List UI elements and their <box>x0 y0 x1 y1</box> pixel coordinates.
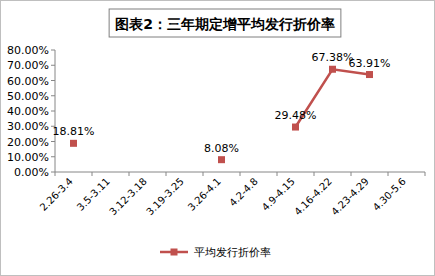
x-tick-label: 4.2-4.8 <box>227 176 260 209</box>
data-label: 63.91% <box>349 57 391 70</box>
y-tick-label: 60.00% <box>7 75 49 88</box>
x-tick-label: 4.9-4.15 <box>260 176 297 213</box>
chart: 图表2：三年期定增平均发行折价率 0.00% 10.00% 20.00% 30.00% 4… <box>0 0 435 276</box>
chart-frame <box>1 1 435 276</box>
y-tick-label: 30.00% <box>7 120 49 133</box>
data-label: 67.38% <box>312 51 354 64</box>
y-tick <box>51 50 55 51</box>
marker <box>292 124 299 131</box>
x-tick <box>277 172 278 176</box>
x-tick <box>240 172 241 176</box>
data-label: 8.08% <box>204 142 239 155</box>
data-label: 29.48% <box>275 109 317 122</box>
x-tick-label: 3.26-4.1 <box>186 176 223 213</box>
data-label: 18.81% <box>53 125 95 138</box>
marker <box>70 140 77 147</box>
title: 图表2：三年期定增平均发行折价率 <box>115 16 335 32</box>
x-tick <box>351 172 352 176</box>
x-tick-label: 2.26-3.4 <box>38 176 75 213</box>
marker <box>329 66 336 73</box>
x-tick-label: 3.5-3.11 <box>75 176 112 213</box>
y-tick <box>51 156 55 157</box>
legend-label: 平均发行折价率 <box>194 246 271 259</box>
x-tick-label: 4.30-5.6 <box>371 176 408 213</box>
y-tick <box>51 172 55 173</box>
y-tick <box>51 141 55 142</box>
x-tick <box>425 172 426 176</box>
title-box <box>109 9 341 37</box>
y-tick-label: 70.00% <box>7 59 49 72</box>
x-tick <box>92 172 93 176</box>
y-tick-label: 0.00% <box>14 166 49 179</box>
legend-marker <box>171 249 178 256</box>
x-tick-label: 3.12-3.18 <box>107 176 149 218</box>
y-tick-label: 40.00% <box>7 105 49 118</box>
y-tick-label: 20.00% <box>7 136 49 149</box>
y-tick-label: 10.00% <box>7 151 49 164</box>
x-tick <box>314 172 315 176</box>
x-tick <box>203 172 204 176</box>
x-tick-label: 4.16-4.22 <box>292 176 334 218</box>
x-tick-label: 3.19-3.25 <box>144 176 186 218</box>
marker <box>218 156 225 163</box>
y-tick <box>51 65 55 66</box>
y-tick-label: 50.00% <box>7 90 49 103</box>
plot-area <box>70 66 373 163</box>
y-tick-label: 80.00% <box>7 44 49 57</box>
marker <box>366 71 373 78</box>
y-tick <box>51 95 55 96</box>
x-tick-label: 4.23-4.29 <box>329 176 371 218</box>
x-tick <box>129 172 130 176</box>
x-tick <box>388 172 389 176</box>
x-tick <box>166 172 167 176</box>
y-tick <box>51 80 55 81</box>
y-tick <box>51 111 55 112</box>
x-tick <box>55 172 56 176</box>
